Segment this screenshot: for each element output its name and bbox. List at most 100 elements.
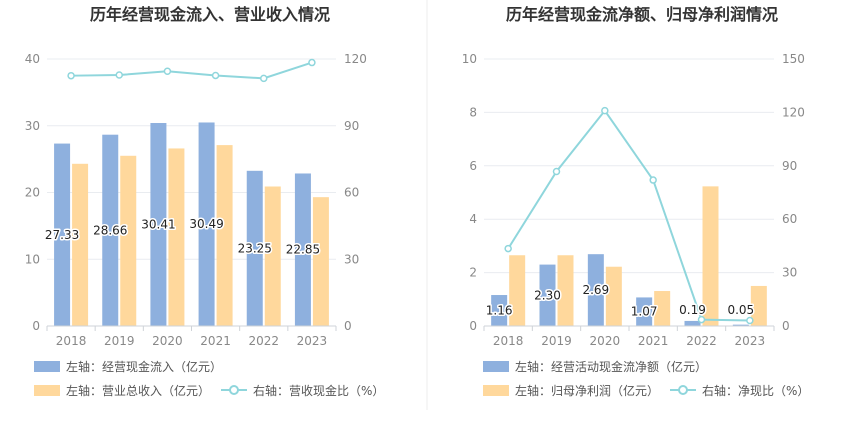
legend-swatch-blue bbox=[483, 361, 509, 372]
y-right-tick-label: 120 bbox=[344, 52, 367, 66]
legend: 左轴：经营现金流入（亿元） 左轴：营业总收入（亿元） 右轴：营收现金比（%） bbox=[34, 359, 384, 398]
bar-data-label: 27.33 bbox=[45, 228, 79, 242]
legend-label: 右轴：净现比（%） bbox=[702, 383, 809, 398]
legend-label: 左轴：归母净利润（亿元） bbox=[515, 383, 659, 398]
y-axis-left: 0 2 4 6 8 10 bbox=[462, 52, 477, 333]
bars bbox=[491, 186, 767, 326]
legend-item-cash-inflow[interactable]: 左轴：经营现金流入（亿元） bbox=[34, 359, 222, 374]
legend-swatch-orange bbox=[483, 385, 509, 396]
ratio-point[interactable] bbox=[697, 315, 706, 324]
legend-label: 左轴：营业总收入（亿元） bbox=[66, 383, 210, 398]
grid bbox=[484, 58, 774, 274]
bar-secondary[interactable] bbox=[72, 163, 89, 326]
x-tick-label: 2022 bbox=[686, 334, 717, 348]
bar-secondary[interactable] bbox=[654, 291, 671, 326]
bar-secondary[interactable] bbox=[509, 255, 526, 326]
ratio-point[interactable] bbox=[67, 71, 75, 80]
x-tick-label: 2020 bbox=[152, 334, 183, 348]
bar-secondary[interactable] bbox=[750, 285, 767, 326]
bar-data-label: 30.49 bbox=[189, 217, 223, 231]
y-left-tick-label: 8 bbox=[469, 105, 477, 119]
chart-title: 历年经营现金流入、营业收入情况 bbox=[90, 5, 330, 24]
bar-data-label: 2.69 bbox=[582, 283, 609, 297]
y-right-tick-label: 30 bbox=[782, 266, 797, 280]
legend-swatch-marker bbox=[229, 385, 239, 395]
x-axis: 2018 2019 2020 2021 2022 2023 bbox=[46, 325, 337, 348]
x-tick-label: 2018 bbox=[56, 334, 87, 348]
bar-secondary[interactable] bbox=[702, 186, 719, 326]
y-left-tick-label: 10 bbox=[462, 52, 477, 66]
ratio-line-path bbox=[71, 61, 313, 80]
y-right-tick-label: 60 bbox=[782, 212, 797, 226]
ratio-point[interactable] bbox=[746, 316, 754, 325]
legend-label: 右轴：营收现金比（%） bbox=[253, 383, 384, 398]
legend-item-net-profit[interactable]: 左轴：归母净利润（亿元） bbox=[483, 383, 659, 398]
y-axis-right: 0 30 60 90 120 150 bbox=[782, 52, 805, 333]
y-right-tick-label: 30 bbox=[344, 252, 359, 266]
bar-data-label: 30.41 bbox=[141, 218, 175, 232]
bar-secondary[interactable] bbox=[312, 197, 329, 326]
bar-primary[interactable] bbox=[246, 170, 263, 326]
bar-data-label: 2.30 bbox=[534, 288, 561, 302]
bar-primary[interactable] bbox=[732, 324, 749, 326]
bar-primary[interactable] bbox=[587, 254, 604, 326]
legend-item-ratio[interactable]: 右轴：净现比（%） bbox=[670, 383, 809, 398]
x-tick-label: 2022 bbox=[248, 334, 279, 348]
bar-primary[interactable] bbox=[54, 143, 71, 326]
bar-primary[interactable] bbox=[636, 297, 653, 326]
bar-data-label: 1.07 bbox=[631, 305, 658, 319]
ratio-point[interactable] bbox=[308, 58, 316, 67]
ratio-point[interactable] bbox=[552, 167, 561, 176]
ratio-point[interactable] bbox=[504, 244, 512, 253]
y-right-tick-label: 90 bbox=[344, 119, 359, 133]
bar-secondary[interactable] bbox=[264, 186, 281, 326]
bar-data-label: 0.05 bbox=[727, 303, 754, 317]
grid bbox=[47, 58, 336, 260]
bar-data-label: 28.66 bbox=[93, 223, 127, 237]
legend-item-net-cash-flow[interactable]: 左轴：经营活动现金流净额（亿元） bbox=[483, 359, 707, 374]
bar-secondary[interactable] bbox=[557, 255, 574, 326]
bar-primary[interactable] bbox=[198, 122, 215, 326]
bar-secondary[interactable] bbox=[120, 155, 137, 326]
x-tick-label: 2020 bbox=[590, 334, 621, 348]
bar-primary[interactable] bbox=[102, 134, 119, 326]
ratio-point[interactable] bbox=[115, 71, 123, 79]
bar-primary[interactable] bbox=[491, 295, 508, 326]
y-right-tick-label: 120 bbox=[782, 105, 805, 119]
bar-secondary[interactable] bbox=[605, 266, 622, 326]
x-tick-label: 2021 bbox=[638, 334, 669, 348]
ratio-point[interactable] bbox=[601, 106, 609, 115]
ratio-point[interactable] bbox=[163, 67, 172, 75]
x-tick-label: 2019 bbox=[541, 334, 572, 348]
x-axis: 2018 2019 2020 2021 2022 2023 bbox=[483, 325, 775, 348]
x-tick-label: 2019 bbox=[104, 334, 135, 348]
y-left-tick-label: 40 bbox=[25, 52, 40, 66]
y-right-tick-label: 0 bbox=[344, 319, 352, 333]
ratio-line bbox=[504, 106, 754, 325]
y-right-tick-label: 90 bbox=[782, 159, 797, 173]
legend-item-ratio[interactable]: 右轴：营收现金比（%） bbox=[221, 383, 384, 398]
data-labels: 1.16 2.30 2.69 1.07 0.19 0.05 bbox=[484, 282, 755, 321]
ratio-point[interactable] bbox=[260, 74, 268, 83]
y-right-tick-label: 0 bbox=[782, 319, 790, 333]
y-right-tick-label: 60 bbox=[344, 186, 359, 200]
y-left-tick-label: 6 bbox=[469, 159, 477, 173]
ratio-point[interactable] bbox=[211, 71, 220, 80]
y-left-tick-label: 2 bbox=[469, 266, 477, 280]
y-left-tick-label: 0 bbox=[469, 319, 477, 333]
bar-primary[interactable] bbox=[539, 264, 556, 326]
ratio-line-path bbox=[507, 108, 750, 322]
data-labels: 27.33 28.66 30.41 30.49 23.25 22.85 bbox=[43, 216, 321, 258]
legend-label: 左轴：经营现金流入（亿元） bbox=[66, 359, 222, 374]
legend-label: 左轴：经营活动现金流净额（亿元） bbox=[515, 359, 707, 374]
bar-secondary[interactable] bbox=[216, 145, 233, 326]
bar-primary[interactable] bbox=[294, 173, 311, 326]
ratio-point[interactable] bbox=[649, 176, 657, 184]
bar-primary[interactable] bbox=[150, 123, 167, 327]
bar-primary[interactable] bbox=[684, 320, 701, 326]
bar-secondary[interactable] bbox=[168, 148, 185, 326]
legend-item-revenue[interactable]: 左轴：营业总收入（亿元） bbox=[34, 383, 210, 398]
y-axis-right: 0 30 60 90 120 bbox=[344, 52, 367, 333]
